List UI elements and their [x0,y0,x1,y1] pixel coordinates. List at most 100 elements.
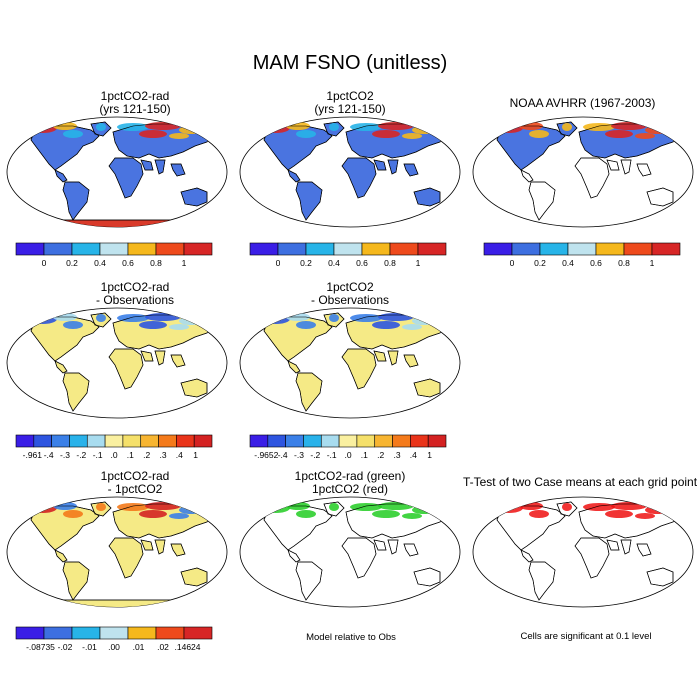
panel-title-p7-line2: - 1pctCO2 [107,482,163,496]
snow-patch [117,314,149,322]
colorbar-box [389,242,419,256]
snow-patch [529,510,549,518]
coastline-na [263,316,333,362]
snow-patch [63,130,83,138]
snow-patch [329,314,339,322]
colorbar-rad-minus-obs: -.961 -.4 -.3 -.2 -.1 .0 .1 .2 .3 .4 1 [15,434,213,460]
panel-title-p9: T-Test of two Case means at each grid po… [462,476,698,489]
panel-title-p1-line2: (yrs 121-150) [99,102,171,116]
colorbar-tick-label: -.3 [60,450,70,460]
coastline-ca [520,169,534,183]
panel-title-p1: 1pctCO2-rad (yrs 121-150) [30,90,240,116]
colorbar-tick-label: 0 [42,258,47,268]
coastline-eur [112,503,212,539]
snow-patch [611,502,647,510]
map-panel-rad-minus-1pctCO2 [6,496,228,608]
colorbar-box [333,242,363,256]
coastline-arabia [606,159,620,171]
colorbar-tick-label: 0.4 [94,258,106,268]
snow-patch [139,510,167,518]
snow-patch [605,130,633,138]
coastline-aus [413,378,441,398]
colorbar-tick-label: -.08735 [26,642,55,652]
coastline-ca [54,360,68,374]
colorbar-tick-label: 0.8 [384,258,396,268]
coastline-ca [54,169,68,183]
colorbar-box [33,434,52,448]
colorbar-tick-label: .00 [108,642,120,652]
colorbar-tick-label: 1 [427,450,432,460]
snow-patch [329,503,339,511]
coastline-seasia [170,354,186,368]
continent-antarctica [30,599,204,607]
snow-patch [412,126,436,134]
coastline-eur [578,503,678,539]
snow-patch [402,513,422,519]
snow-patch [350,503,382,511]
coastline-eur [578,123,678,159]
coastline-sa [295,181,323,221]
colorbar-box [15,434,35,448]
coastline-na [496,125,566,171]
panel-title-p9-line1: T-Test of two Case means at each grid po… [462,475,698,489]
snow-patch [262,314,290,324]
snow-patch [372,510,400,518]
colorbar-box [285,434,304,448]
colorbar-box [99,626,129,640]
coastline-india [154,350,166,366]
coastline-af [108,537,144,579]
coastline-aus [646,187,674,207]
snow-patch [179,126,203,134]
snow-patch [495,503,523,513]
colorbar-box [417,242,447,256]
panel-title-p2: 1pctCO2 (yrs 121-150) [245,90,455,116]
continent-antarctica [30,219,204,227]
panel-title-p8-line2: 1pctCO2 (red) [311,482,389,496]
colorbar-tick-label: -.1 [93,450,103,460]
coastline-sa [62,181,90,221]
continents-group [262,312,445,412]
coastline-greenland [90,501,112,517]
colorbar-noaa-avhrr: 0 0.2 0.4 0.6 0.8 1 [483,242,681,268]
coastline-aus [646,567,674,587]
map-panel-1pctCO2-rad-minus-obs [6,307,228,419]
colorbar-box [71,242,101,256]
coastline-na [263,125,333,171]
coastline-aus [180,187,208,207]
panel-title-p2-line1: 1pctCO2 [326,89,374,103]
colorbar-tick-label: .0 [344,450,351,460]
coastline-seasia [636,163,652,177]
colorbar-tick-label: 0.6 [590,258,602,268]
snow-patch [412,506,436,514]
coastline-arabia [140,539,154,551]
colorbar-tick-label: .2 [377,450,384,460]
continents-group [29,121,212,227]
colorbar-box [176,434,195,448]
snow-patch [329,123,339,131]
panel-title-p3: NOAA AVHRR (1967-2003) [470,97,695,110]
colorbar-tick-label: 0.8 [618,258,630,268]
snow-patch [605,510,633,518]
colorbar-tick-label: .4 [410,450,417,460]
snow-patch [402,324,422,330]
colorbar-tick-label: 0 [510,258,515,268]
snow-patch [145,502,181,510]
colorbar-tick-label: 0.2 [66,258,78,268]
colorbar-box [140,434,159,448]
snow-patch [63,321,83,329]
snow-patch [96,123,106,131]
coastline-eur [345,314,445,350]
snow-patch [583,123,615,131]
coastline-greenland [90,121,112,137]
colorbar-rad-minus-1pctCO2: -.08735 -.02 -.01 .00 .01 .02 .14624 [15,626,213,652]
snow-patch [645,506,669,514]
colorbar-box [623,242,653,256]
colorbar-box [99,242,129,256]
snow-patch [262,123,290,133]
snow-patch [372,321,400,329]
colorbar-box [410,434,429,448]
colorbar-box [356,434,376,448]
coastline-greenland [90,312,112,328]
map-panel-1pctCO2 [239,116,461,228]
colorbar-box [267,434,286,448]
